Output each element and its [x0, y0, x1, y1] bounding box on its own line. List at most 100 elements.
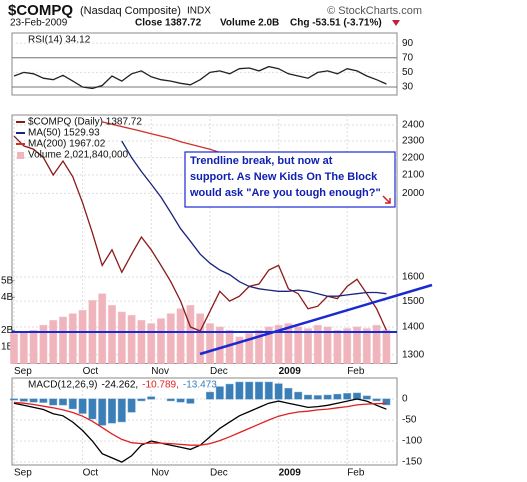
bar	[255, 329, 263, 365]
x-tick-label: Dec	[210, 468, 228, 479]
date: 23-Feb-2009	[10, 18, 68, 29]
close: Close 1387.72	[135, 18, 202, 29]
legend-swatch	[17, 152, 24, 159]
bar	[127, 398, 136, 413]
bar	[323, 326, 332, 365]
bar	[294, 326, 303, 365]
bar	[186, 305, 195, 364]
bar	[29, 329, 38, 365]
trendline	[199, 283, 433, 356]
bar	[127, 314, 136, 364]
bar	[108, 398, 116, 424]
legend-label: MA(200) 1967.02	[28, 139, 106, 150]
bar	[304, 328, 312, 364]
bar	[166, 313, 175, 364]
legend-label: MA(50) 1529.93	[28, 128, 100, 139]
bar	[264, 326, 273, 365]
bar	[59, 398, 67, 406]
y-tick-label: 90	[402, 38, 414, 49]
bar	[235, 381, 244, 400]
bar	[353, 392, 361, 400]
annotation-line: would ask "Are you tough enough?"	[189, 187, 381, 199]
index-name: (Nasdaq Composite)	[80, 5, 181, 17]
header: $COMPQ (Nasdaq Composite) INDX © StockCh…	[8, 2, 422, 29]
bar	[372, 398, 381, 402]
bar	[147, 323, 156, 364]
y-tick-label: 2200	[402, 152, 425, 163]
bar	[19, 398, 28, 402]
x-tick-label: Nov	[151, 468, 169, 479]
bar	[274, 383, 283, 400]
bar	[323, 394, 332, 400]
x-tick-label: Feb	[347, 468, 365, 479]
exchange: INDX	[187, 6, 211, 17]
change: Chg -53.51 (-3.71%)	[290, 18, 382, 29]
bar	[343, 328, 352, 364]
bar	[235, 336, 244, 365]
bar	[186, 398, 195, 404]
bar	[196, 313, 205, 364]
y-tick-label: 1500	[402, 296, 425, 307]
bar	[333, 393, 342, 400]
bar	[98, 398, 107, 426]
panel-frame	[11, 377, 398, 466]
bar	[382, 398, 391, 406]
bar	[333, 329, 342, 365]
series-line	[121, 140, 387, 297]
y-tick-label: 30	[402, 82, 414, 93]
legend-label: Volume 2,021,840,000	[28, 150, 129, 161]
legend-label: -13.473	[183, 380, 217, 391]
bar	[274, 324, 283, 364]
bar	[108, 305, 116, 364]
bar	[68, 313, 77, 364]
y-tick-label: 70	[402, 52, 414, 63]
bar	[137, 319, 146, 364]
bar	[78, 309, 87, 364]
bar	[343, 393, 352, 400]
x-tick-label: 2009	[279, 468, 302, 479]
panel-title: RSI(14) 34.12	[28, 35, 91, 46]
bar	[225, 383, 234, 400]
bar	[176, 398, 185, 403]
y2-tick-label: 1B	[1, 342, 14, 353]
bar	[304, 394, 312, 400]
bar	[362, 328, 371, 364]
x-tick-label: Sep	[14, 468, 32, 479]
bar	[39, 398, 48, 403]
bar	[98, 293, 107, 365]
series-line	[13, 401, 387, 446]
symbol: $COMPQ	[8, 2, 73, 19]
bar	[255, 381, 263, 400]
source: © StockCharts.com	[327, 5, 422, 17]
down-arrow	[392, 20, 400, 26]
bar	[215, 326, 224, 365]
y-tick-label: 1600	[402, 272, 425, 283]
bar	[372, 324, 381, 364]
bar	[206, 391, 214, 400]
bar	[68, 398, 77, 410]
bar	[313, 324, 322, 364]
panel-title: MACD(12,26,9)	[28, 380, 97, 391]
bar	[78, 398, 87, 414]
bar	[245, 333, 254, 364]
plots: 30 50 70 90 RSI(14) 34.12 1300 1400 1500 1600 200…	[1, 32, 425, 479]
x-tick-label: Dec	[210, 366, 228, 377]
x-tick-label: 2009	[279, 366, 302, 377]
y-tick-label: 2100	[402, 170, 425, 181]
y-tick-label: 2000	[402, 188, 425, 199]
annotation-line: Trendline break, but now at	[190, 155, 333, 167]
bar	[10, 398, 18, 401]
y-tick-label: 2300	[402, 136, 425, 147]
y-tick-label: 1300	[402, 349, 425, 360]
y-tick-label: -100	[402, 436, 422, 447]
bar	[29, 398, 38, 403]
bar	[313, 395, 322, 400]
y-tick-label: -150	[402, 457, 422, 468]
annotation-line: support. As New Kids On The Block	[190, 171, 378, 183]
bar	[166, 398, 175, 402]
y-tick-label: -50	[402, 415, 417, 426]
bar	[284, 388, 293, 400]
bar	[264, 381, 273, 400]
bar	[157, 318, 165, 364]
bar	[88, 398, 97, 420]
